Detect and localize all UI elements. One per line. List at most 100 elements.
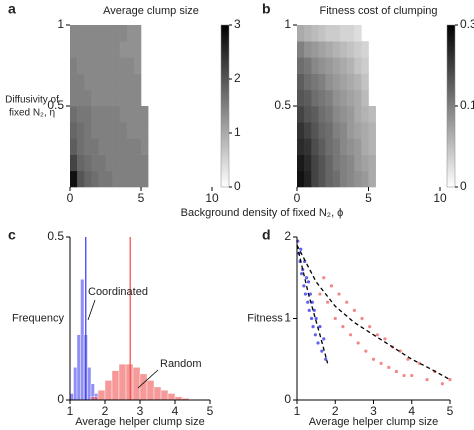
heatmap-cell — [325, 89, 334, 107]
heatmap-cell — [112, 154, 120, 172]
scatter-point — [348, 333, 353, 337]
heatmap-cell — [347, 41, 355, 58]
heatmap-cell — [361, 122, 369, 139]
scatter-point — [345, 300, 349, 304]
scatter-point — [352, 308, 356, 312]
heatmap-cell — [141, 170, 149, 188]
heatmap-cell — [304, 89, 312, 107]
heatmap-cell — [297, 138, 305, 155]
heatmap-cell — [126, 73, 135, 91]
heatmap-cell — [354, 122, 362, 139]
heatmap-cell — [98, 73, 106, 91]
heatmap-cell — [311, 170, 319, 188]
heatmap-cell — [126, 170, 135, 188]
scatter-point — [371, 357, 376, 361]
heatmap-cell — [98, 122, 106, 139]
x-tick-label: 10 — [433, 191, 447, 205]
heatmap-cell — [84, 41, 92, 58]
heatmap-cell — [98, 154, 106, 172]
heatmap-cell — [133, 106, 142, 123]
heatmap-cell — [361, 170, 369, 188]
heatmap-cell — [318, 106, 326, 123]
colorbar — [446, 24, 456, 188]
scatter-point — [306, 300, 310, 304]
heatmap-cell — [98, 57, 106, 74]
scatter-point — [406, 357, 410, 361]
heatmap-cell — [126, 57, 135, 74]
heatmap-cell — [318, 57, 326, 74]
x-tick-label: 4 — [172, 404, 179, 418]
heatmap-cell — [311, 89, 319, 107]
heatmap-cell — [112, 25, 120, 42]
histogram-bar — [146, 380, 155, 401]
heatmap-cell — [339, 122, 348, 139]
heatmap-cell — [325, 41, 334, 58]
heatmap-cell — [318, 89, 326, 107]
heatmap-cell — [77, 25, 85, 42]
heatmap-cell — [91, 89, 99, 107]
heatmap-cell — [98, 41, 106, 58]
heatmap-cell — [304, 170, 312, 188]
heatmap-cell — [311, 25, 319, 42]
y-tick-label: 0.5 — [274, 98, 291, 112]
heatmap-cell — [354, 106, 362, 123]
heatmap-cell — [77, 154, 85, 172]
heatmap-cell — [84, 154, 92, 172]
heatmap-cell — [112, 57, 120, 74]
heatmap-cell — [126, 41, 135, 58]
heatmap-cell — [361, 41, 369, 58]
heatmap-cell — [339, 73, 348, 91]
x-tick-label: 5 — [138, 191, 145, 205]
heatmap-cell — [332, 73, 341, 91]
scatter-point — [329, 284, 334, 288]
heatmap-cell — [112, 89, 120, 107]
histogram-bar — [153, 386, 162, 401]
scatter-point — [299, 272, 304, 276]
scatter-point — [375, 333, 379, 337]
scatter-point — [308, 292, 312, 296]
heatmap-cell — [112, 106, 120, 123]
heatmap-cell — [304, 57, 312, 74]
heatmap-cell — [332, 170, 341, 188]
heatmap-cell — [91, 25, 99, 42]
scatter-point — [314, 316, 318, 321]
heatmap-cell — [98, 89, 106, 107]
histogram-bar — [73, 367, 78, 401]
heatmap-cell — [91, 106, 99, 123]
heatmap-cell — [297, 25, 305, 42]
heatmap-cell — [347, 25, 355, 42]
heatmap-cell — [354, 89, 362, 107]
colorbar-tick-label: 0 — [234, 179, 241, 193]
x-tick-label: 1 — [67, 404, 74, 418]
heatmap-cell — [339, 106, 348, 123]
scatter-point — [311, 325, 315, 329]
heatmap-cell — [332, 25, 341, 42]
heatmap-cell — [354, 170, 362, 188]
scatter-point — [309, 316, 314, 321]
heatmap-cell — [119, 138, 128, 155]
heatmap-cell — [133, 170, 142, 188]
colorbar — [220, 24, 230, 188]
heatmap-cell — [133, 57, 142, 74]
heatmap-cell — [297, 89, 305, 107]
scatter-point — [318, 325, 322, 329]
scatter-point — [299, 247, 303, 251]
y-tick-label: 0.5 — [47, 98, 64, 112]
heatmap-cell — [119, 106, 128, 123]
heatmap-cell — [368, 122, 376, 139]
heatmap-cell — [311, 73, 319, 91]
heatmap-cell — [119, 170, 128, 188]
heatmap-cell — [332, 154, 341, 172]
panel-label: c — [8, 227, 16, 243]
heatmap-cell — [361, 106, 369, 123]
heatmap-cell — [119, 57, 128, 74]
scatter-point — [402, 373, 406, 378]
scatter-point — [307, 308, 311, 312]
heatmap-cell — [318, 25, 326, 42]
annotation: Random — [160, 358, 202, 370]
heatmap-cell — [77, 73, 85, 91]
heatmap-cell — [304, 106, 312, 123]
heatmap-cell — [354, 25, 362, 42]
colorbar-tick-label: 3 — [234, 17, 241, 31]
heatmap-cell — [91, 170, 99, 188]
